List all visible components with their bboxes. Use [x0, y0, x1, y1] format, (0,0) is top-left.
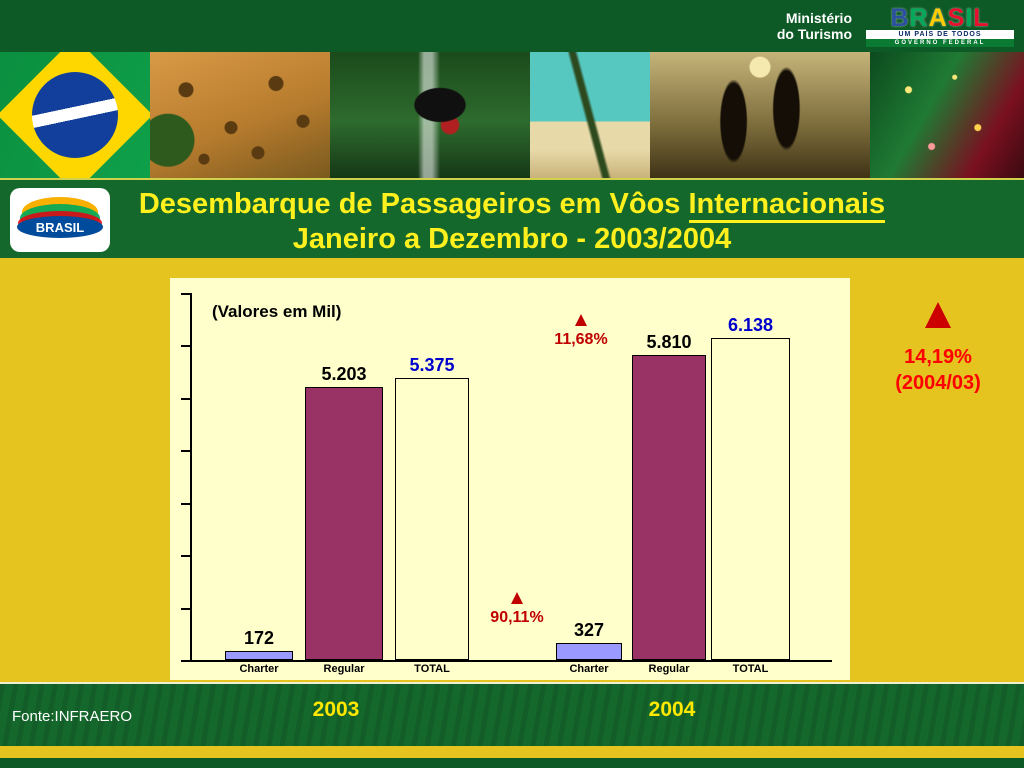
y-axis-tick: [181, 345, 190, 348]
charter-growth-value: 90,11%: [490, 609, 544, 626]
annotation-regular-growth: 11,68%: [536, 314, 626, 349]
x-axis: [190, 660, 832, 662]
bar-total-2004: [711, 338, 790, 660]
gov-letter: B: [890, 3, 910, 32]
up-triangle-icon: [925, 302, 951, 328]
title-band: BRASIL Desembarque de Passageiros em Vôo…: [0, 178, 1024, 258]
gov-letter: I: [965, 3, 974, 32]
bar-total-2003: [395, 378, 469, 660]
bottom-yellow-strip: [0, 746, 1024, 758]
bar-regular-2003: [305, 387, 383, 660]
axis-label-total-2003: TOTAL: [414, 663, 450, 675]
group-label-2004: 2004: [648, 698, 696, 721]
title-line1: Desembarque de Passageiros em Vôos Inter…: [0, 186, 1024, 223]
svg-text:BRASIL: BRASIL: [36, 220, 84, 235]
y-axis-tick: [181, 293, 190, 295]
photo-beach: [530, 52, 650, 178]
photo-capoeira-dancers: [650, 52, 870, 178]
axis-label-regular-2004: Regular: [648, 663, 690, 675]
axis-label-total-2004: TOTAL: [732, 663, 769, 675]
y-axis-tick: [181, 502, 190, 505]
photo-carnival: [870, 52, 1024, 178]
bar-charter-2004: [556, 643, 622, 660]
brasil-tourism-logo: BRASIL: [17, 197, 103, 238]
total-growth-period: (2004/03): [895, 372, 981, 394]
flag-globe: [32, 72, 118, 158]
governo-federal-label: GOVERNO FEDERAL: [866, 38, 1014, 47]
photo-brazil-flag: [0, 52, 150, 178]
group-label-2003: 2003: [312, 698, 360, 721]
axis-label-charter-2004: Charter: [569, 663, 609, 675]
axis-label-regular-2003: Regular: [323, 663, 365, 675]
value-label-regular-2003: 5.203: [321, 364, 367, 384]
brasil-logo-tagline: UM PAÍS DE TODOS: [866, 29, 1014, 39]
y-axis: [190, 293, 192, 662]
up-triangle-icon: [575, 314, 587, 326]
bottom-green-strip: [0, 758, 1024, 768]
photo-jaguar: [150, 52, 330, 178]
chart-units-label: (Valores em Mil): [212, 302, 342, 321]
gov-letter: R: [909, 3, 929, 32]
slide-body: (Valores em Mil) 11,68% 90,11% 172 Charte…: [0, 258, 1024, 682]
gov-letter: A: [928, 3, 948, 32]
value-label-total-2004: 6.138: [727, 315, 774, 335]
ministry-title: Ministério do Turismo: [777, 10, 852, 42]
y-axis-tick: [181, 555, 190, 558]
regular-growth-value: 11,68%: [554, 331, 608, 348]
y-axis-tick: [181, 450, 190, 453]
source-label: Fonte:INFRAERO: [12, 708, 133, 725]
bar-charter-2003: [225, 651, 293, 660]
bar-chart: (Valores em Mil) 11,68% 90,11% 172 Charte…: [170, 278, 850, 680]
up-triangle-icon: [511, 592, 523, 604]
ministry-line2: do Turismo: [776, 26, 852, 42]
gov-letter: L: [973, 3, 990, 32]
annotation-total-growth: 14,19% (2004/03): [860, 302, 1016, 396]
value-label-charter-2004: 327: [573, 620, 605, 640]
annotation-charter-growth: 90,11%: [472, 592, 562, 627]
axis-label-charter-2003: Charter: [239, 663, 279, 675]
footer-band: Fonte:INFRAERO 2003 2004: [0, 682, 1024, 746]
y-axis-tick: [181, 607, 190, 610]
photo-collage-strip: [0, 52, 1024, 178]
title-line2: Janeiro a Dezembro - 2003/2004: [292, 223, 732, 255]
y-axis-tick: [181, 660, 190, 662]
value-label-charter-2003: 172: [243, 628, 275, 648]
top-government-bar: Ministério do Turismo BRASIL UM PAÍS DE …: [0, 0, 1024, 52]
title-line1-underlined: Internacionais: [688, 188, 886, 223]
y-axis-tick: [181, 397, 190, 400]
total-growth-value: 14,19%: [904, 346, 972, 368]
slide-title: Desembarque de Passageiros em Vôos Inter…: [0, 180, 1024, 260]
brasil-logo-letters: BRASIL: [866, 3, 1014, 32]
gov-letter: S: [947, 3, 966, 32]
title-line1-prefix: Desembarque de Passageiros em Vôos: [138, 188, 689, 220]
bar-regular-2004: [632, 355, 706, 660]
brasil-government-logo: BRASIL UM PAÍS DE TODOS GOVERNO FEDERAL: [866, 3, 1014, 47]
brasil-tourism-badge: BRASIL: [10, 188, 110, 252]
value-label-regular-2004: 5.810: [646, 332, 692, 352]
value-label-total-2003: 5.375: [409, 355, 455, 375]
photo-forest-bird: [330, 52, 530, 178]
ministry-line1: Ministério: [785, 10, 852, 26]
